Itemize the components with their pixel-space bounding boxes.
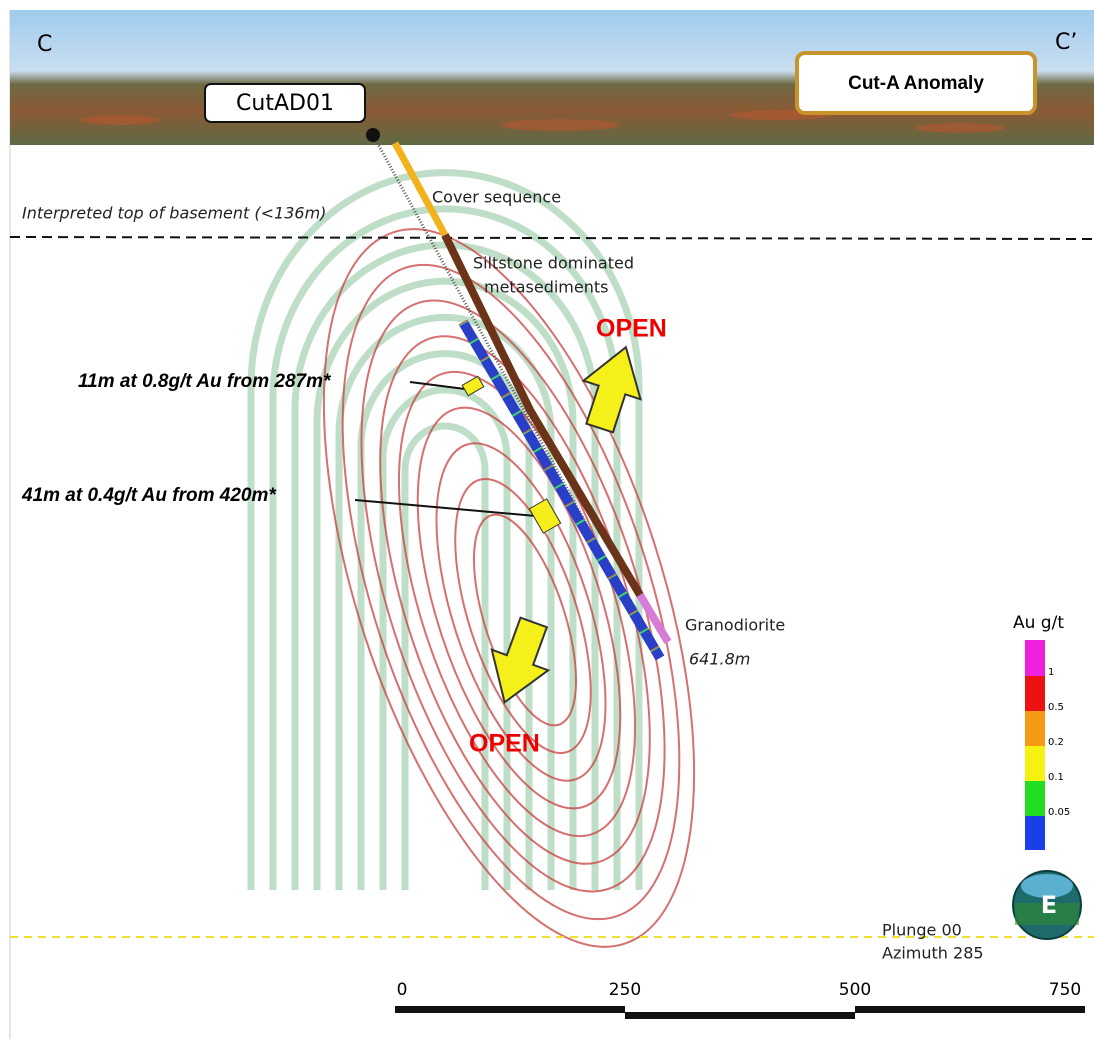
compass-highlight: [1021, 874, 1073, 898]
red-contour: [322, 228, 696, 948]
open-arrow: [581, 345, 642, 434]
green-contour: [401, 422, 489, 890]
scale-segment: [855, 1006, 1085, 1013]
anomaly-box: [795, 51, 1037, 115]
end-depth: 641.8m: [689, 650, 750, 669]
intercept-label: 41m at 0.4g/t Au from 420m*: [21, 485, 277, 506]
open-label: OPEN: [469, 730, 540, 758]
open-arrow: [490, 616, 551, 704]
red-contour: [435, 442, 607, 782]
legend-swatch: [1025, 816, 1045, 850]
green-contour: [247, 169, 643, 890]
green-contour: [335, 313, 555, 890]
legend-label: 0.05: [1048, 807, 1070, 818]
intercept-label: 11m at 0.8g/t Au from 287m*: [78, 371, 332, 392]
assay-strip-highs: [458, 319, 665, 661]
scale-label: 500: [839, 980, 871, 1000]
red-contour: [341, 263, 681, 921]
compass-band: [1015, 903, 1079, 925]
legend-label: 0.5: [1048, 702, 1064, 713]
leader-line: [409, 381, 466, 390]
open-label: OPEN: [596, 315, 667, 343]
red-contour: [416, 406, 622, 810]
plunge-label: Plunge 00: [882, 921, 962, 940]
legend-swatch: [1025, 746, 1045, 781]
legend-swatch: [1025, 711, 1045, 746]
legend-title: Au g/t: [1013, 613, 1064, 633]
section-end: C’: [1055, 30, 1077, 55]
anomaly-label: Cut-A Anomaly: [848, 73, 984, 94]
drillhole-name: CutAD01: [236, 91, 334, 116]
green-contour: [269, 205, 621, 890]
siltstone-segment: [441, 233, 644, 598]
scale-label: 0: [397, 980, 408, 1000]
green-contour: [379, 386, 511, 890]
green-contour: [291, 241, 599, 890]
drillhole-label-box: [204, 83, 366, 123]
siltstone-label-1: Siltstone dominated: [473, 254, 634, 273]
legend-swatch: [1025, 676, 1045, 711]
legend-swatch: [1025, 640, 1045, 676]
scale-segment: [625, 1012, 855, 1019]
compass-letter: E: [1041, 891, 1057, 919]
azimuth-label: Azimuth 285: [882, 944, 984, 963]
granodiorite-segment: [636, 592, 672, 645]
scale-label: 750: [1049, 980, 1081, 1000]
collar: [366, 128, 380, 142]
red-contour: [360, 299, 666, 893]
intercept-box: [528, 498, 562, 534]
siltstone-label-2: metasediments: [484, 278, 608, 297]
cover-label: Cover sequence: [432, 188, 561, 207]
scale-segment: [395, 1006, 625, 1013]
green-contours: [247, 169, 643, 890]
legend-label: 0.1: [1048, 772, 1064, 783]
section-start: C: [37, 32, 52, 57]
green-contour: [313, 277, 577, 890]
basement-line: [9, 236, 1094, 240]
cover-segment: [391, 141, 449, 237]
leader-line: [354, 499, 537, 517]
legend-label: 0.2: [1048, 737, 1064, 748]
basement-label: Interpreted top of basement (<136m): [22, 204, 326, 223]
scale-label: 250: [609, 980, 641, 1000]
intercept-box: [461, 375, 485, 397]
legend-label: 1: [1048, 667, 1054, 678]
legend-swatch: [1025, 781, 1045, 816]
granodiorite-label: Granodiorite: [685, 616, 785, 635]
red-contour: [472, 513, 578, 727]
red-contour: [454, 477, 592, 755]
